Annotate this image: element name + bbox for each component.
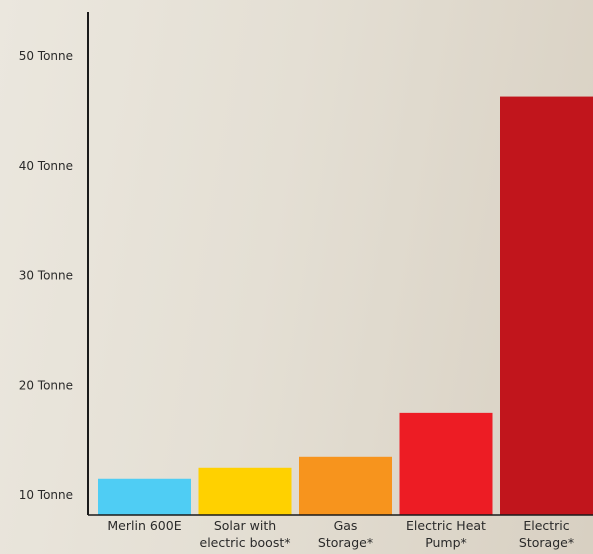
y-tick-label: 30 Tonne: [19, 269, 73, 283]
bars: [98, 96, 593, 516]
bar-1: [198, 467, 292, 515]
y-tick-label: 10 Tonne: [19, 488, 73, 502]
x-category-label-line: Storage*: [519, 535, 574, 550]
bar-4: [500, 96, 593, 516]
x-category-label-line: Solar with: [214, 518, 276, 533]
x-category-label-line: Electric: [523, 518, 569, 533]
y-tick-label: 20 Tonne: [19, 378, 73, 392]
x-category-label-line: electric boost*: [200, 535, 291, 550]
bar-2: [299, 456, 392, 515]
x-category-label: Solar with electric boost*: [200, 518, 291, 550]
x-category-label-line: Pump*: [425, 535, 467, 550]
y-axis-ticks: 10 Tonne 20 Tonne 30 Tonne 40 Tonne 50 Tonne: [19, 49, 73, 502]
bar-0: [98, 478, 191, 515]
y-tick-label: 40 Tonne: [19, 159, 73, 173]
x-category-label: Gas Storage*: [318, 518, 373, 550]
x-category-label: Electric Storage*: [519, 518, 574, 550]
x-category-label-line: Merlin 600E: [107, 518, 181, 533]
bar-3: [399, 412, 493, 515]
x-category-label: Electric Heat Pump*: [406, 518, 486, 550]
y-tick-label: 50 Tonne: [19, 49, 73, 63]
x-category-label-line: Storage*: [318, 535, 373, 550]
x-category-label-line: Electric Heat: [406, 518, 486, 533]
x-axis-labels: Merlin 600E Solar with electric boost* Gas S…: [107, 518, 574, 550]
x-category-label: Merlin 600E: [107, 518, 181, 533]
x-category-label-line: Gas: [334, 518, 358, 533]
